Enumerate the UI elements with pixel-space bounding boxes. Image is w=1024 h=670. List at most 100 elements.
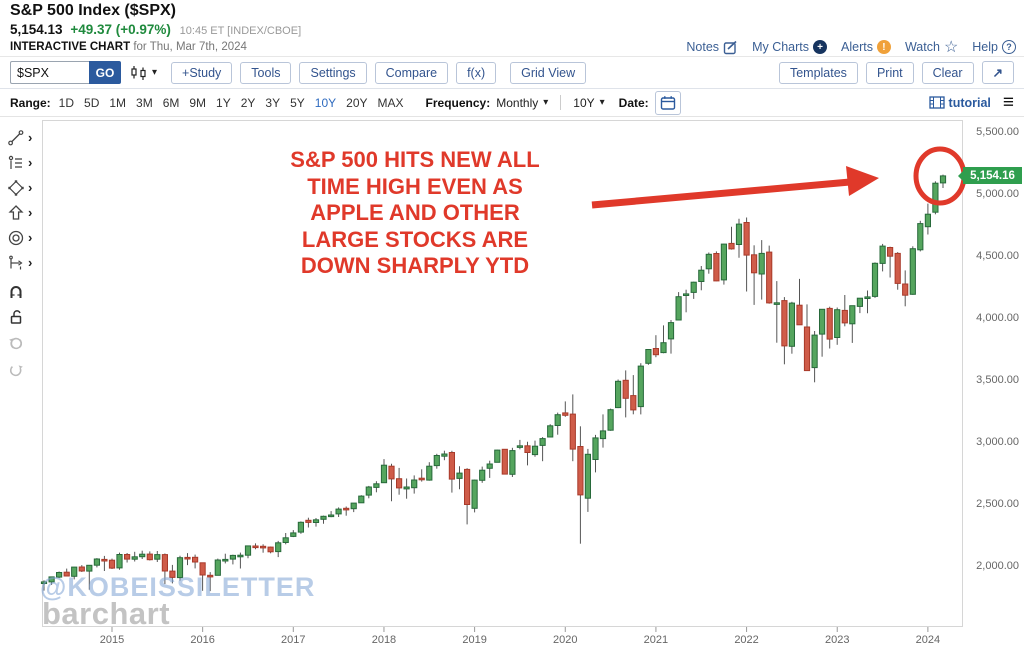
y-axis-price-label: 5,000.00 xyxy=(976,188,1019,201)
notes-label: Notes xyxy=(686,40,720,54)
shapes-tool[interactable]: › xyxy=(7,178,32,198)
chart-region: › › › › › › xyxy=(0,117,1024,670)
arrow-annotation-tool[interactable]: › xyxy=(7,203,32,223)
range-option-20y[interactable]: 20Y xyxy=(346,95,368,110)
my-charts-link[interactable]: My Charts + xyxy=(752,40,828,54)
help-link[interactable]: Help ? xyxy=(972,40,1016,54)
x-axis-year-label: 2016 xyxy=(190,634,215,646)
range-option-3m[interactable]: 3M xyxy=(136,95,153,110)
diamond-shape-icon xyxy=(8,180,24,196)
range-option-5d[interactable]: 5D xyxy=(84,95,100,110)
x-axis-year-label: 2023 xyxy=(824,634,850,646)
undo-icon xyxy=(9,337,23,350)
date-picker-button[interactable] xyxy=(654,90,681,115)
alerts-link[interactable]: Alerts ! xyxy=(841,40,891,54)
study-button[interactable]: +Study xyxy=(171,61,233,84)
clear-button[interactable]: Clear xyxy=(921,61,974,84)
page-title: S&P 500 Index ($SPX) xyxy=(10,2,176,19)
film-icon xyxy=(928,96,945,109)
tutorial-label: tutorial xyxy=(948,95,991,110)
star-icon: ☆ xyxy=(943,39,959,56)
annotation-line: DOWN SHARPLY YTD xyxy=(300,253,530,278)
range-option-1y[interactable]: 1Y xyxy=(216,95,231,110)
expand-chevron-icon: › xyxy=(28,130,33,145)
duration-dropdown[interactable]: 10Y ▾ xyxy=(573,96,604,110)
x-axis-year-label: 2017 xyxy=(281,634,306,646)
chart-date: for Thu, Mar 7th, 2024 xyxy=(133,41,247,53)
redo-button[interactable] xyxy=(7,361,25,381)
print-button[interactable]: Print xyxy=(865,61,914,84)
magnet-snap-tool[interactable] xyxy=(7,282,25,302)
expand-chevron-icon: › xyxy=(28,180,33,195)
duration-value: 10Y xyxy=(573,95,595,110)
annotations-list-tool[interactable]: › xyxy=(7,153,32,173)
expand-chevron-icon: › xyxy=(28,255,33,270)
templates-button[interactable]: Templates xyxy=(778,61,858,84)
x-axis-year-label: 2020 xyxy=(553,634,578,646)
tools-button[interactable]: Tools xyxy=(240,61,292,84)
interactive-chart-label: INTERACTIVE CHART xyxy=(10,41,131,53)
calendar-icon xyxy=(660,95,675,110)
frequency-dropdown[interactable]: Monthly ▾ xyxy=(496,96,548,110)
y-axis-price-label: 3,500.00 xyxy=(976,374,1019,387)
add-chart-icon: + xyxy=(813,40,828,54)
range-option-10y[interactable]: 10Y xyxy=(314,95,337,110)
frequency-value: Monthly xyxy=(496,95,539,110)
chart-type-dropdown[interactable]: ▾ xyxy=(129,65,157,81)
range-option-1m[interactable]: 1M xyxy=(109,95,127,110)
grid-view-button[interactable]: Grid View xyxy=(510,61,587,84)
x-axis-year-label: 2022 xyxy=(734,634,759,646)
hamburger-menu-icon[interactable]: ≡ xyxy=(1002,91,1014,113)
lock-tool[interactable] xyxy=(7,307,25,327)
alerts-warning-icon: ! xyxy=(876,40,891,54)
y-axis-price-label: 2,000.00 xyxy=(976,560,1019,573)
range-option-2y[interactable]: 2Y xyxy=(240,95,256,110)
help-label: Help xyxy=(972,40,998,54)
tutorial-button[interactable]: tutorial xyxy=(928,95,991,110)
trendline-icon xyxy=(8,130,24,146)
range-bar: Range: 1D 5D 1M 3M 6M 9M 1Y 2Y 3Y 5Y 10Y 20Y MAX Fre… xyxy=(0,89,1024,117)
chevron-down-icon: ▾ xyxy=(599,97,605,108)
y-axis-price-label: 4,000.00 xyxy=(976,312,1019,325)
x-axis-labels: 2015 2016 2017 2018 2019 2020 2021 2022 2023 2024 xyxy=(0,634,1024,648)
expand-chevron-icon: › xyxy=(28,205,33,220)
y-axis-price-label: 3,000.00 xyxy=(976,436,1019,449)
watermark-handle: @KOBEISSILETTER xyxy=(40,572,316,602)
alerts-label: Alerts xyxy=(841,40,873,54)
watermark-barchart-logo: barchart xyxy=(42,596,171,631)
y-axis-price-label: 5,500.00 xyxy=(976,126,1019,138)
undo-button[interactable] xyxy=(7,334,25,354)
settings-button[interactable]: Settings xyxy=(299,61,367,84)
fx-button[interactable]: f(x) xyxy=(456,61,497,84)
range-option-max[interactable]: MAX xyxy=(377,95,404,110)
go-button[interactable]: GO xyxy=(89,61,121,84)
range-option-5y[interactable]: 5Y xyxy=(290,95,305,110)
ellipse-tool[interactable]: › xyxy=(7,228,32,248)
chevron-down-icon: ▾ xyxy=(543,97,549,108)
notes-link[interactable]: Notes xyxy=(686,40,738,55)
watch-link[interactable]: Watch ☆ xyxy=(905,37,958,57)
range-option-3y[interactable]: 3Y xyxy=(265,95,281,110)
range-option-6m[interactable]: 6M xyxy=(162,95,180,110)
range-option-1d[interactable]: 1D xyxy=(58,95,75,110)
annotation-line: LARGE STOCKS ARE xyxy=(301,226,529,252)
measure-tool[interactable]: › xyxy=(7,253,32,273)
popout-chart-button[interactable]: ↗ xyxy=(981,61,1014,84)
candlestick-type-icon xyxy=(131,65,146,80)
date-label: Date: xyxy=(618,95,649,110)
watch-label: Watch xyxy=(904,40,940,54)
range-option-9m[interactable]: 9M xyxy=(189,95,207,110)
annotation-line: S&P 500 HITS NEW ALL xyxy=(290,147,540,172)
range-bar-right: tutorial ≡ xyxy=(928,91,1024,113)
y-axis-price-label: 4,500.00 xyxy=(976,250,1019,263)
trendline-tool[interactable]: › xyxy=(7,128,32,148)
unlock-icon xyxy=(10,310,22,324)
annotation-line: APPLE AND OTHER xyxy=(310,200,520,225)
symbol-input[interactable] xyxy=(10,61,89,84)
compare-button[interactable]: Compare xyxy=(374,61,449,84)
measure-icon xyxy=(9,255,23,270)
price-plot-surface[interactable] xyxy=(0,117,1024,670)
x-axis-year-label: 2019 xyxy=(462,634,487,646)
notes-edit-icon xyxy=(723,40,737,54)
